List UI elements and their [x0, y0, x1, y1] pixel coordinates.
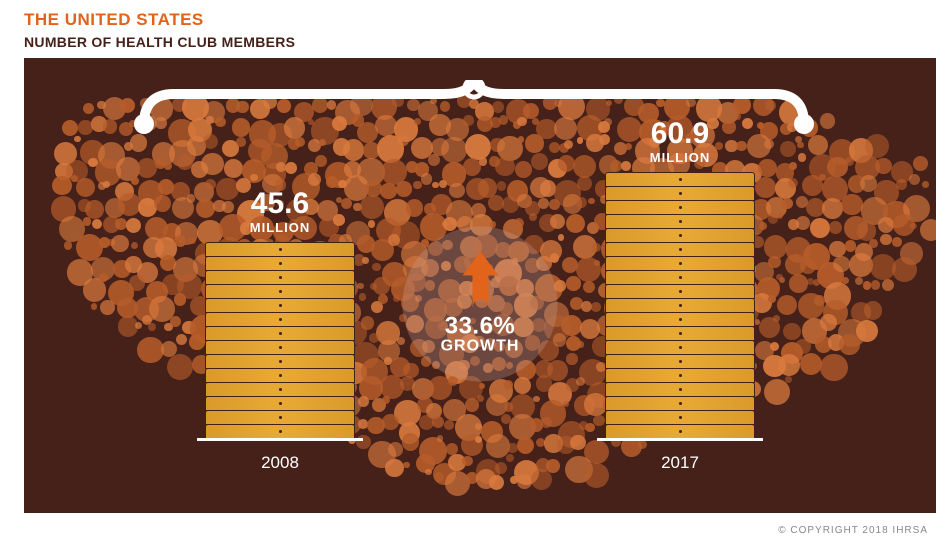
coin — [605, 200, 755, 215]
coin-stack-2017 — [605, 173, 755, 439]
coin — [205, 312, 355, 327]
coin — [605, 424, 755, 439]
coin — [605, 284, 755, 299]
value-number: 60.9 — [650, 118, 710, 150]
coin — [205, 424, 355, 439]
coin — [205, 270, 355, 285]
coin — [605, 256, 755, 271]
coin — [205, 368, 355, 383]
chart-area: 45.6 MILLION 2008 60.9 MILLION 2017 33.6… — [24, 58, 936, 513]
arrow-up-icon — [462, 252, 498, 310]
coin — [605, 354, 755, 369]
coin — [205, 284, 355, 299]
bar-2017: 60.9 MILLION 2017 — [605, 118, 755, 473]
value-unit: MILLION — [250, 221, 310, 235]
copyright-text: © COPYRIGHT 2018 IHRSA — [778, 525, 928, 536]
growth-label: GROWTH — [441, 339, 520, 356]
coin — [205, 396, 355, 411]
coin — [205, 410, 355, 425]
coin — [605, 242, 755, 257]
coin — [605, 368, 755, 383]
page-subtitle: NUMBER OF HEALTH CLUB MEMBERS — [24, 34, 946, 50]
coin — [605, 382, 755, 397]
coin — [605, 186, 755, 201]
value-unit: MILLION — [650, 151, 710, 165]
coin — [205, 326, 355, 341]
coin — [205, 340, 355, 355]
coin — [605, 214, 755, 229]
header: THE UNITED STATES NUMBER OF HEALTH CLUB … — [0, 0, 946, 50]
coin — [605, 298, 755, 313]
coin — [205, 382, 355, 397]
coin — [605, 312, 755, 327]
bar-2008: 45.6 MILLION 2008 — [205, 188, 355, 473]
page-title: THE UNITED STATES — [24, 10, 946, 30]
coin — [205, 256, 355, 271]
year-label-2008: 2008 — [261, 453, 299, 473]
coin — [605, 396, 755, 411]
coin-stack-2008 — [205, 243, 355, 439]
value-number: 45.6 — [250, 188, 310, 220]
year-label-2017: 2017 — [661, 453, 699, 473]
coin — [205, 242, 355, 257]
coin — [605, 340, 755, 355]
coin — [205, 354, 355, 369]
coin — [605, 228, 755, 243]
coin — [605, 270, 755, 285]
coin — [605, 326, 755, 341]
coin — [205, 298, 355, 313]
coin — [605, 172, 755, 187]
growth-text: 33.6% GROWTH — [441, 314, 520, 356]
coin — [605, 410, 755, 425]
growth-badge: 33.6% GROWTH — [403, 226, 558, 381]
bar-value-2017: 60.9 MILLION — [650, 118, 710, 165]
growth-percent: 33.6% — [441, 314, 520, 339]
bar-value-2008: 45.6 MILLION — [250, 188, 310, 235]
